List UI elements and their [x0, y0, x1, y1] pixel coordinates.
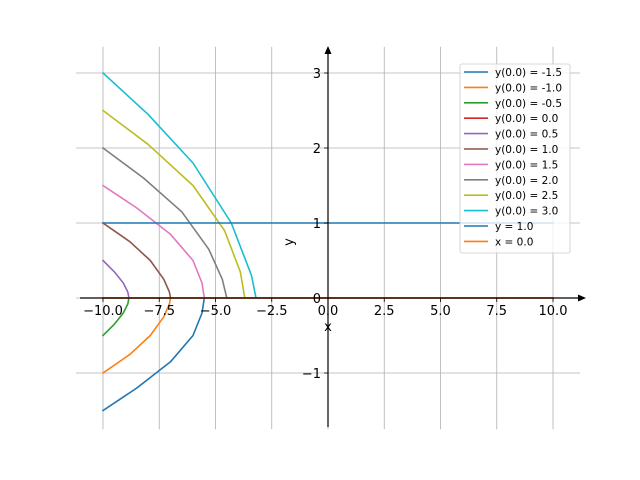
legend-label: y(0.0) = 1.5	[495, 159, 558, 171]
legend-label: y = 1.0	[495, 221, 533, 233]
x-tick-label: −7.5	[143, 304, 175, 319]
legend-label: y(0.0) = 0.0	[495, 113, 558, 125]
x-tick-label: 10.0	[539, 304, 568, 319]
legend-label: y(0.0) = 2.0	[495, 175, 558, 187]
y-tick-label: 2	[313, 142, 321, 157]
ticks: −10.0 −7.5 −5.0 −2.5 0.0 2.5 5.0 7.5 10.0 −1 0 1 2 3	[83, 67, 567, 382]
legend-label: y(0.0) = 1.0	[495, 144, 558, 156]
y-tick-label: 1	[313, 217, 321, 232]
series-line-9	[101, 71, 257, 299]
series-line-6	[101, 184, 206, 299]
series-line-7	[101, 146, 228, 299]
legend-label: y(0.0) = 0.5	[495, 129, 558, 141]
x-tick-label: −10.0	[83, 304, 123, 319]
y-tick-label: −1	[302, 367, 321, 382]
legend: y(0.0) = -1.5 y(0.0) = -1.0 y(0.0) = -0.5 y…	[459, 63, 571, 254]
legend-label: y(0.0) = 2.5	[495, 190, 558, 202]
series-line-4	[101, 259, 130, 299]
y-axis-arrow	[324, 46, 332, 54]
x-tick-label: 2.5	[374, 304, 395, 319]
y-axis-label: y	[282, 238, 297, 246]
legend-box	[459, 63, 571, 254]
legend-label: y(0.0) = -0.5	[495, 98, 562, 110]
y-tick-label: 3	[313, 67, 321, 82]
x-tick-label: −5.0	[200, 304, 232, 319]
series-line-2	[101, 297, 130, 337]
legend-label: y(0.0) = 3.0	[495, 206, 558, 218]
x-tick-label: 0.0	[318, 304, 339, 319]
legend-label: x = 0.0	[495, 236, 533, 248]
legend-label: y(0.0) = -1.0	[495, 82, 562, 94]
legend-label: y(0.0) = -1.5	[495, 67, 562, 79]
x-tick-label: 7.5	[486, 304, 507, 319]
x-axis-label: x	[324, 320, 332, 335]
series-line-5	[101, 221, 172, 299]
series-line-8	[101, 109, 246, 299]
y-tick-label: 0	[313, 292, 321, 307]
x-axis-arrow	[578, 294, 586, 302]
series-line-0	[101, 297, 206, 412]
x-tick-label: −2.5	[256, 304, 288, 319]
series-line-1	[101, 297, 172, 375]
x-tick-label: 5.0	[430, 304, 451, 319]
